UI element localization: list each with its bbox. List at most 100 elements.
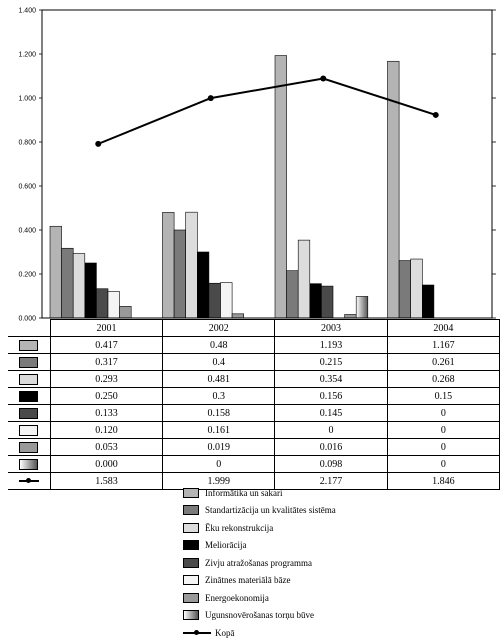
data-value: 0.3 xyxy=(162,387,276,405)
data-value: 0.156 xyxy=(274,387,388,405)
bar xyxy=(220,282,233,319)
data-value: 0.161 xyxy=(162,421,276,439)
line-marker-icon xyxy=(18,476,39,486)
bar xyxy=(344,314,357,319)
y-tick-label: 1.000 xyxy=(18,96,36,103)
bar xyxy=(231,313,245,319)
table-row: 0.133 0.158 0.145 0 xyxy=(8,404,500,422)
category-label: 2003 xyxy=(274,319,388,337)
bar xyxy=(185,211,198,319)
data-value: 0.354 xyxy=(274,370,388,388)
total-value: 1.583 xyxy=(49,472,164,490)
data-value: 0.15 xyxy=(386,387,500,405)
data-value: 0.215 xyxy=(274,353,388,371)
line-marker-icon xyxy=(183,628,211,638)
series-swatch-icon xyxy=(19,458,39,470)
legend-item: Zinātnes materiālā bāze xyxy=(183,572,383,590)
bar xyxy=(173,229,187,319)
table-header-row: 2001 2002 2003 2004 xyxy=(8,319,500,337)
data-value: 0.317 xyxy=(49,353,164,371)
bar xyxy=(162,212,175,319)
legend-label: Ugunsnovērošanas torņu būve xyxy=(205,610,314,621)
series-key xyxy=(8,370,51,388)
legend-label: Meliorācija xyxy=(205,540,247,551)
bar xyxy=(208,282,221,319)
total-line-series xyxy=(95,75,439,147)
table-row: 0.317 0.4 0.215 0.261 xyxy=(8,353,500,371)
data-value: 0 xyxy=(274,421,388,439)
y-tick-label: 1.400 xyxy=(18,8,36,15)
table-row: 0.293 0.481 0.354 0.268 xyxy=(8,370,500,388)
data-value: 0.158 xyxy=(162,404,276,422)
legend-label: Kopā xyxy=(215,627,235,638)
chart-plot: 0.000 0.200 0.400 0.600 0.800 1.000 1.200 1.400 xyxy=(18,8,496,323)
legend-label: Standartizācija un kvalitātes sistēma xyxy=(205,505,336,516)
table-row: 0.417 0.48 1.193 1.167 xyxy=(8,336,500,354)
data-value: 0 xyxy=(162,455,276,473)
data-table: 2001 2002 2003 2004 0.417 0.48 1.193 1.167 0.317… xyxy=(8,319,500,490)
bar xyxy=(72,253,86,319)
legend-label: Zinātnes materiālā bāze xyxy=(205,575,291,586)
bar xyxy=(421,284,435,319)
table-row: 0.000 0 0.098 0 xyxy=(8,455,500,473)
data-value: 0.016 xyxy=(274,438,388,456)
series-swatch-icon xyxy=(183,487,199,498)
bar xyxy=(84,262,97,319)
series-swatch-icon xyxy=(183,505,199,516)
series-swatch-icon xyxy=(183,522,199,533)
bar xyxy=(410,258,423,319)
bar xyxy=(119,306,132,319)
bar xyxy=(355,296,369,319)
legend-item: Ēku rekonstrukcija xyxy=(183,519,383,537)
data-value: 1.193 xyxy=(274,336,388,354)
series-swatch-icon xyxy=(19,407,39,419)
legend-item: Meliorācija xyxy=(183,537,383,555)
legend-item: Energoekonomija xyxy=(183,589,383,607)
data-value: 1.167 xyxy=(386,336,500,354)
data-value: 0.120 xyxy=(49,421,164,439)
data-value: 0.000 xyxy=(49,455,164,473)
plot-border xyxy=(41,9,493,319)
legend-item: Zivju atražošanas programma xyxy=(183,554,383,572)
y-tick-label: 0.000 xyxy=(18,316,36,323)
data-value: 0 xyxy=(386,404,500,422)
series-swatch-icon xyxy=(183,557,199,568)
data-value: 0 xyxy=(386,438,500,456)
bar-series xyxy=(49,55,435,319)
y-tick-label: 1.200 xyxy=(18,52,36,59)
legend-label: Ēku rekonstrukcija xyxy=(205,522,274,533)
legend: Informātika un sakari Standartizācija un … xyxy=(183,484,383,642)
total-point xyxy=(95,140,102,147)
bar xyxy=(61,247,74,319)
legend-item: Ugunsnovērošanas torņu būve xyxy=(183,607,383,625)
legend-label: Zivju atražošanas programma xyxy=(205,557,312,568)
data-value: 0.261 xyxy=(386,353,500,371)
series-key xyxy=(8,455,51,473)
y-tick-label: 0.200 xyxy=(18,272,36,279)
category-label: 2002 xyxy=(162,319,276,337)
legend-item: Standartizācija un kvalitātes sistēma xyxy=(183,502,383,520)
data-value: 0.4 xyxy=(162,353,276,371)
series-swatch-icon xyxy=(19,356,39,368)
bar xyxy=(96,288,109,319)
total-point xyxy=(207,95,214,102)
plot-frame xyxy=(41,9,493,319)
series-key xyxy=(8,387,51,405)
data-value: 0.481 xyxy=(162,370,276,388)
table-row-total: 1.583 1.999 2.177 1.846 xyxy=(8,472,500,490)
table-row: 0.250 0.3 0.156 0.15 xyxy=(8,387,500,405)
category-label: 2004 xyxy=(386,319,500,337)
series-key xyxy=(8,438,51,456)
data-value: 0.293 xyxy=(49,370,164,388)
data-value: 0.053 xyxy=(49,438,164,456)
total-point xyxy=(320,75,327,82)
legend-item: Informātika un sakari xyxy=(183,484,383,502)
data-value: 0 xyxy=(386,421,500,439)
total-line xyxy=(97,77,437,145)
data-value: 0.145 xyxy=(274,404,388,422)
series-swatch-icon xyxy=(183,540,199,551)
series-key xyxy=(8,353,51,371)
data-value: 0.019 xyxy=(162,438,276,456)
total-value: 2.177 xyxy=(274,472,388,490)
data-value: 0.250 xyxy=(49,387,164,405)
